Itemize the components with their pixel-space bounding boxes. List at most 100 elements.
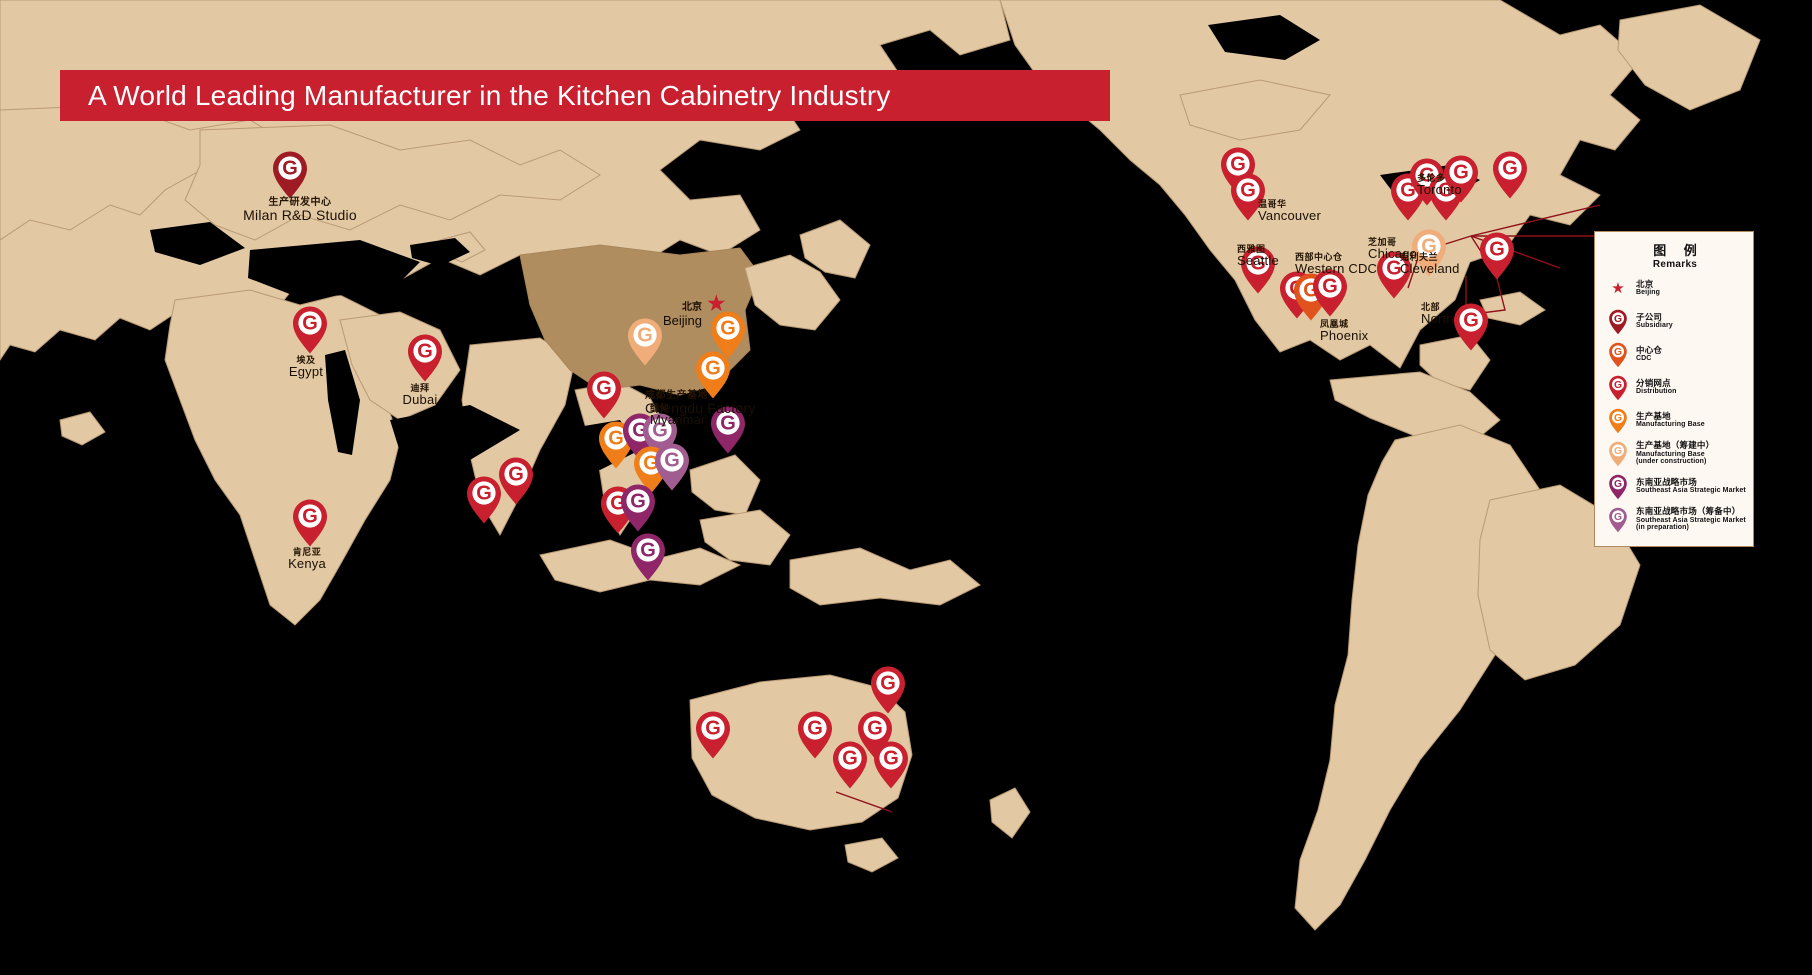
map-pin-seattle[interactable]: G bbox=[1239, 245, 1277, 295]
map-pin-egypt[interactable]: G bbox=[291, 305, 329, 355]
map-pin-florida[interactable]: G bbox=[1452, 302, 1490, 352]
map-pin-chengdu[interactable]: G bbox=[626, 317, 664, 367]
map-pin-indonesia[interactable]: G bbox=[629, 532, 667, 582]
east-asia-coast bbox=[744, 254, 841, 331]
map-pin-toronto[interactable]: G bbox=[1491, 150, 1529, 200]
legend-label-cn: 北京 bbox=[1636, 279, 1654, 290]
beijing-label: 北京 Beijing bbox=[612, 298, 702, 328]
svg-text:G: G bbox=[652, 420, 668, 442]
map-pin-china-east-1[interactable]: G bbox=[709, 310, 747, 360]
svg-text:G: G bbox=[1453, 162, 1469, 184]
svg-text:G: G bbox=[883, 748, 899, 770]
svg-text:G: G bbox=[508, 464, 524, 486]
svg-text:G: G bbox=[640, 540, 656, 562]
legend-label-en: Beijing bbox=[1636, 289, 1661, 297]
svg-text:G: G bbox=[1400, 180, 1416, 202]
svg-text:G: G bbox=[1614, 313, 1622, 324]
map-pin-se-asia-1[interactable]: G bbox=[597, 420, 635, 470]
svg-text:G: G bbox=[867, 718, 883, 740]
map-pin-melbourne[interactable]: G bbox=[831, 740, 869, 790]
page-title: A World Leading Manufacturer in the Kitc… bbox=[88, 79, 891, 111]
legend-label-cn: 分销网点 bbox=[1636, 378, 1671, 389]
legend-label-en: Distribution bbox=[1636, 388, 1677, 396]
map-pin-se-asia-5[interactable]: G bbox=[653, 442, 691, 492]
legend-title-en: Remarks bbox=[1652, 259, 1698, 270]
svg-text:G: G bbox=[302, 313, 318, 335]
legend-row-beijing: ★ 北京 Beijing bbox=[1603, 272, 1747, 305]
map-pin-philippines[interactable]: G bbox=[709, 405, 747, 455]
legend-rows: ★ 北京 Beijing G 子公司 Subsidiary G 中心仓 CDC G 分销网点 Dist… bbox=[1603, 272, 1747, 536]
legend-label-en2: (in preparation) bbox=[1636, 524, 1689, 532]
svg-text:G: G bbox=[664, 450, 680, 472]
pin-g-icon: G bbox=[1603, 375, 1633, 401]
legend-label-en: Subsidiary bbox=[1636, 322, 1673, 330]
svg-text:G: G bbox=[1614, 412, 1622, 423]
map-pin-kenya[interactable]: G bbox=[291, 498, 329, 548]
map-pin-milan[interactable]: G bbox=[271, 150, 309, 200]
svg-text:G: G bbox=[720, 318, 736, 340]
svg-text:G: G bbox=[1614, 445, 1622, 456]
greenland bbox=[1617, 4, 1761, 111]
legend-label-cn: 中心仓 bbox=[1636, 345, 1663, 356]
svg-text:G: G bbox=[417, 341, 433, 363]
legend-row-southeast-asia-strategic-market: G 东南亚战略市场（筹备中） Southeast Asia Strategic Ma… bbox=[1603, 503, 1747, 536]
new-guinea bbox=[789, 547, 981, 606]
svg-text:G: G bbox=[1489, 239, 1505, 261]
legend-row-southeast-asia-strategic-market: G 东南亚战略市场 Southeast Asia Strategic Market bbox=[1603, 470, 1747, 503]
svg-text:G: G bbox=[630, 491, 646, 513]
legend-row-distribution: G 分销网点 Distribution bbox=[1603, 371, 1747, 404]
svg-text:G: G bbox=[842, 748, 858, 770]
map-pin-brisbane[interactable]: G bbox=[872, 740, 910, 790]
svg-text:G: G bbox=[282, 158, 298, 180]
mediterranean-east bbox=[248, 240, 420, 298]
map-pin-china-east-2[interactable]: G bbox=[694, 350, 732, 400]
australia bbox=[689, 674, 913, 831]
legend-panel: 图 例 Remarks ★ 北京 Beijing G 子公司 Subsidiary G 中心仓… bbox=[1594, 231, 1754, 547]
svg-text:G: G bbox=[302, 506, 318, 528]
map-pin-dubai[interactable]: G bbox=[406, 333, 444, 383]
svg-text:G: G bbox=[1386, 258, 1402, 280]
svg-text:G: G bbox=[1614, 478, 1622, 489]
map-pin-india-south[interactable]: G bbox=[465, 475, 503, 525]
legend-row-cdc: G 中心仓 CDC bbox=[1603, 338, 1747, 371]
map-pin-adelaide[interactable]: G bbox=[796, 710, 834, 760]
beijing-star-icon: ★ bbox=[706, 290, 727, 316]
svg-text:G: G bbox=[1502, 158, 1518, 180]
map-pin-myanmar[interactable]: G bbox=[585, 370, 623, 420]
north-america bbox=[999, 0, 1641, 369]
map-pin-west-cdc-3[interactable]: G bbox=[1311, 268, 1349, 318]
legend-title: 图 例 Remarks bbox=[1603, 240, 1747, 270]
map-pin-vancouver-2[interactable]: G bbox=[1229, 172, 1267, 222]
atlantic-island bbox=[59, 411, 106, 446]
map-pin-sydney[interactable]: G bbox=[869, 665, 907, 715]
pin-g-icon: G bbox=[1603, 474, 1633, 500]
svg-text:G: G bbox=[1250, 253, 1266, 275]
pin-g-icon: G bbox=[1603, 441, 1633, 467]
hudson-bay bbox=[1208, 15, 1320, 60]
legend-label-cn: 东南亚战略市场（筹备中） bbox=[1636, 506, 1741, 517]
legend-row-text: 子公司 Subsidiary bbox=[1633, 312, 1673, 330]
legend-label-cn: 生产基地 bbox=[1636, 411, 1671, 422]
svg-text:G: G bbox=[1240, 180, 1256, 202]
svg-text:G: G bbox=[1421, 236, 1437, 258]
map-pin-singapore[interactable]: G bbox=[619, 483, 657, 533]
legend-row-text: 东南亚战略市场（筹备中） Southeast Asia Strategic Mar… bbox=[1633, 507, 1746, 531]
svg-text:G: G bbox=[705, 718, 721, 740]
svg-text:G: G bbox=[1230, 154, 1246, 176]
legend-row-text: 生产基地（筹建中） Manufacturing Base (under constr… bbox=[1633, 441, 1714, 465]
legend-label-en: Manufacturing Base bbox=[1636, 450, 1705, 458]
map-pin-chicago-4[interactable]: G bbox=[1442, 154, 1480, 204]
map-pin-north[interactable]: G bbox=[1375, 250, 1413, 300]
tasmania bbox=[844, 837, 899, 873]
pin-g-icon: G bbox=[1603, 507, 1633, 533]
svg-text:G: G bbox=[596, 378, 612, 400]
legend-row-manufacturing-base: G 生产基地 Manufacturing Base bbox=[1603, 404, 1747, 437]
map-pin-perth[interactable]: G bbox=[694, 710, 732, 760]
legend-row-manufacturing-base: G 生产基地（筹建中） Manufacturing Base (under const… bbox=[1603, 437, 1747, 470]
map-pin-east-1[interactable]: G bbox=[1478, 231, 1516, 281]
svg-text:G: G bbox=[880, 673, 896, 695]
map-pin-india-west[interactable]: G bbox=[497, 456, 535, 506]
new-zealand bbox=[989, 787, 1031, 839]
map-pin-cleveland[interactable]: G bbox=[1410, 228, 1448, 278]
